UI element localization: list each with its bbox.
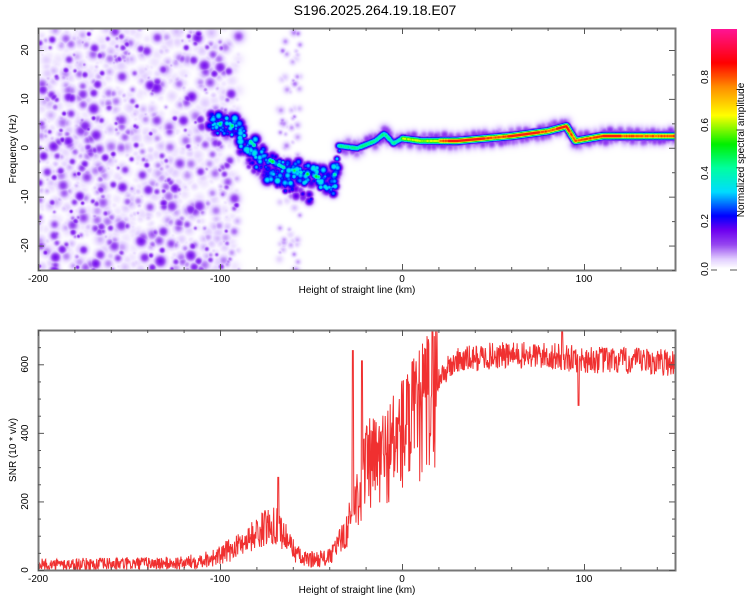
snr-line-group — [37, 329, 676, 572]
x-tick-label: -100 — [210, 574, 230, 585]
x-tick-label: 100 — [576, 274, 593, 285]
snr-y-label: SNR (10 * v/v) — [8, 418, 19, 482]
y-tick-label: 20 — [20, 44, 31, 56]
y-tick-label: 200 — [20, 493, 31, 510]
colorbar-tick-label: 0.6 — [700, 118, 711, 132]
snr-frame — [37, 329, 677, 572]
y-tick-label: -20 — [20, 238, 31, 253]
snr-y-ticks: 0 200 400 600 — [20, 330, 675, 573]
x-tick-label: -200 — [28, 574, 48, 585]
y-tick-label: 0 — [20, 145, 31, 151]
snr-line — [37, 329, 676, 572]
x-tick-label: -200 — [28, 274, 48, 285]
y-tick-label: 0 — [20, 567, 31, 573]
colorbar-tick-label: 0.4 — [700, 166, 711, 180]
y-tick-label: 10 — [20, 93, 31, 105]
colorbar-tick-label: 0.2 — [700, 214, 711, 228]
colorbar-label: Normalized spectral amplitude — [736, 82, 747, 217]
y-tick-label: -10 — [20, 189, 31, 204]
snr-x-label: Height of straight line (km) — [299, 585, 416, 596]
spectrogram-y-ticks: -20 -10 0 10 20 — [20, 44, 675, 271]
spectrogram-frame — [37, 27, 677, 272]
colorbar-ticks: 0.0 0.2 0.4 0.6 0.8 — [700, 70, 737, 276]
x-tick-label: 0 — [399, 274, 405, 285]
spectrogram-x-ticks: -200 -100 0 100 — [28, 28, 658, 285]
colorbar-gradient — [711, 29, 737, 269]
spectrogram-y-label: Frequency (Hz) — [8, 115, 19, 184]
figure-title: S196.2025.264.19.18.E07 — [293, 2, 457, 18]
y-tick-label: 400 — [20, 424, 31, 441]
colorbar-tick-label: 0.0 — [700, 262, 711, 276]
spectrogram-heatmap — [38, 28, 675, 270]
colorbar-tick-label: 0.8 — [700, 70, 711, 84]
y-tick-label: 600 — [20, 356, 31, 373]
spectrogram-x-label: Height of straight line (km) — [299, 285, 416, 296]
snr-x-ticks: -200 -100 0 100 — [28, 330, 658, 585]
x-tick-label: 100 — [576, 574, 593, 585]
x-tick-label: -100 — [210, 274, 230, 285]
x-tick-label: 0 — [399, 574, 405, 585]
